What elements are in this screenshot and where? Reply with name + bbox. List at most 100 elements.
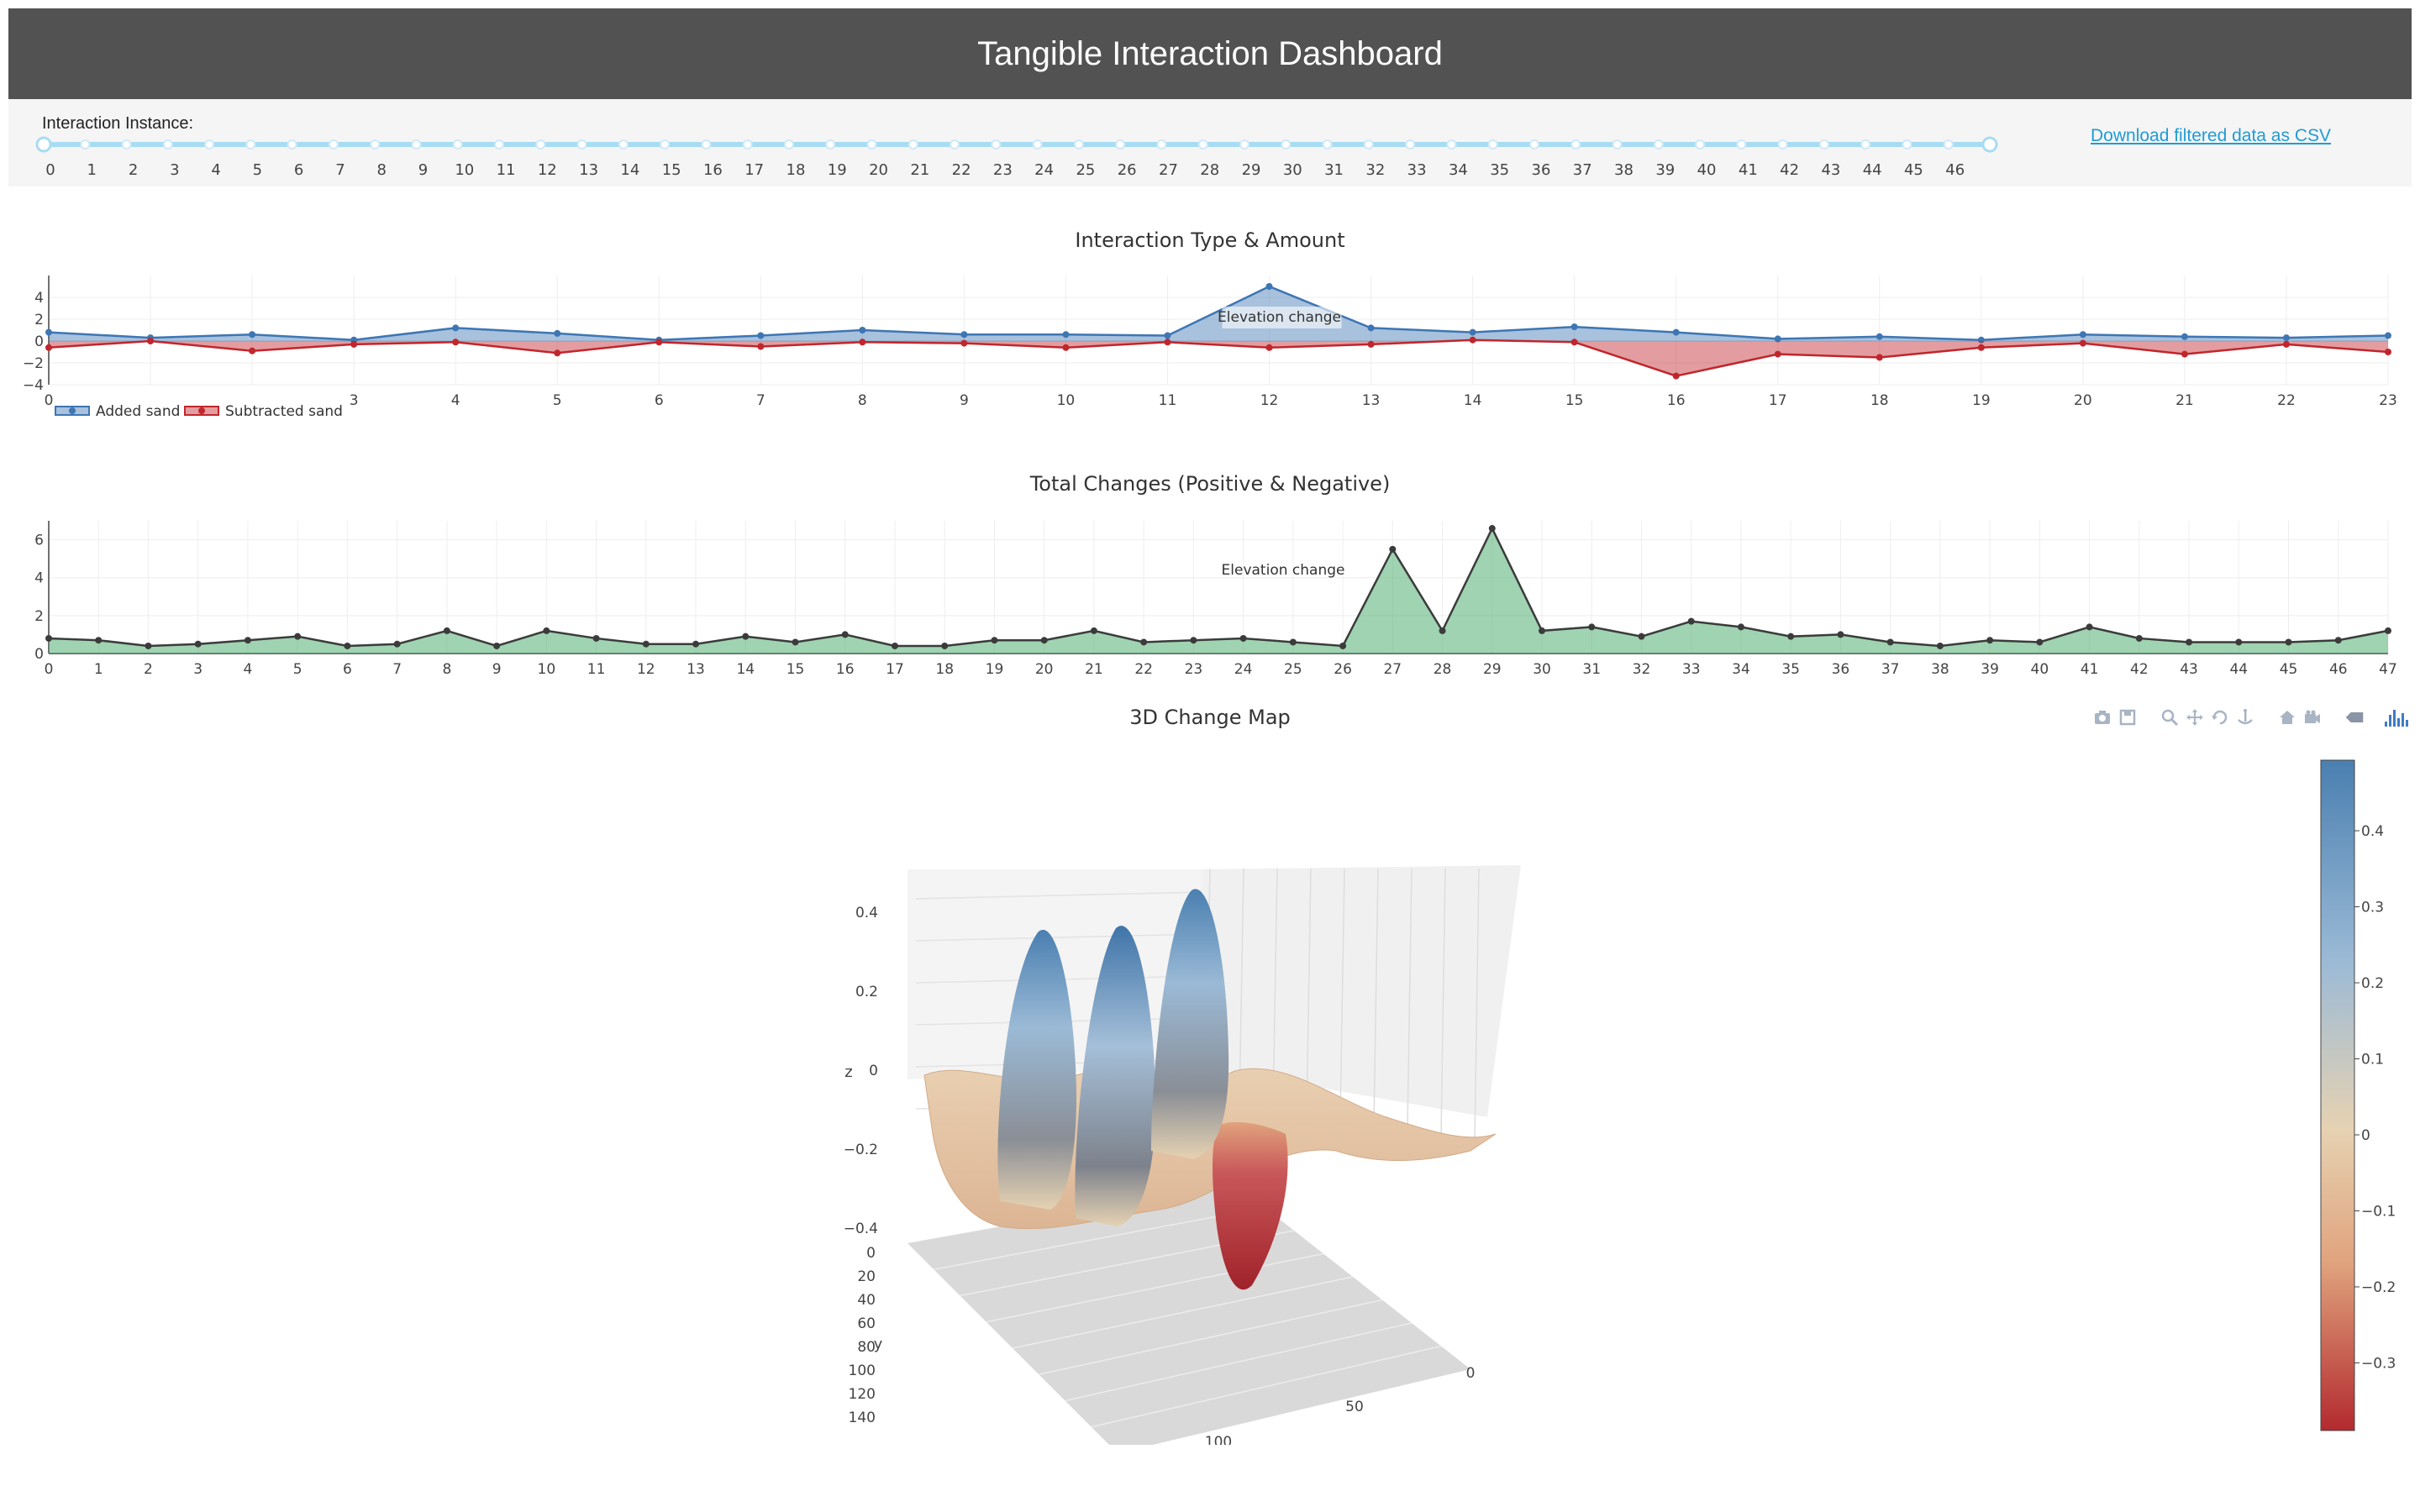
slider-handle-start[interactable] — [35, 136, 52, 153]
camera-view-icon[interactable] — [2302, 707, 2323, 727]
data-point[interactable] — [1265, 344, 1273, 351]
data-point[interactable] — [1787, 633, 1795, 640]
data-point[interactable] — [1190, 637, 1197, 644]
interaction-type-chart[interactable]: 420−2−40 3 4 5 6 7 8 9 10 11 12 13 14 15 16 17 18 19 20 21 2… — [0, 267, 2420, 435]
data-point[interactable] — [1062, 331, 1070, 339]
data-point[interactable] — [2334, 637, 2342, 644]
data-point[interactable] — [1469, 336, 1476, 344]
data-point[interactable] — [742, 633, 750, 640]
data-point[interactable] — [1140, 638, 1148, 646]
data-point[interactable] — [2036, 638, 2044, 646]
data-point[interactable] — [1977, 336, 1985, 344]
data-point[interactable] — [2181, 333, 2188, 340]
hover-tag-icon[interactable] — [2344, 707, 2365, 727]
data-point[interactable] — [1837, 631, 1844, 638]
data-point[interactable] — [1289, 638, 1297, 646]
data-point[interactable] — [792, 638, 799, 646]
slider-handle-end[interactable] — [1981, 136, 1998, 153]
data-point[interactable] — [2385, 349, 2391, 355]
data-point[interactable] — [1737, 623, 1744, 631]
data-point[interactable] — [1588, 623, 1596, 631]
data-point[interactable] — [841, 631, 849, 638]
data-point[interactable] — [859, 327, 866, 333]
data-point[interactable] — [1539, 627, 1546, 634]
data-point[interactable] — [1090, 627, 1097, 634]
data-point[interactable] — [1672, 372, 1680, 380]
data-point[interactable] — [1986, 637, 1994, 644]
data-point[interactable] — [194, 640, 202, 648]
data-point[interactable] — [692, 640, 700, 648]
data-point[interactable] — [493, 642, 501, 649]
data-point[interactable] — [1265, 283, 1273, 290]
data-point[interactable] — [1876, 354, 1883, 361]
data-point[interactable] — [45, 344, 52, 351]
data-point[interactable] — [350, 340, 358, 348]
data-point[interactable] — [642, 640, 650, 648]
home-icon[interactable] — [2277, 707, 2297, 727]
data-point[interactable] — [2086, 623, 2093, 631]
data-point[interactable] — [757, 343, 765, 350]
data-point[interactable] — [960, 331, 968, 339]
download-csv-link[interactable]: Download filtered data as CSV — [2091, 126, 2331, 145]
data-point[interactable] — [294, 633, 302, 640]
data-point[interactable] — [1876, 333, 1883, 340]
data-point[interactable] — [2135, 634, 2143, 642]
data-point[interactable] — [891, 642, 898, 649]
data-point[interactable] — [1687, 617, 1695, 625]
data-point[interactable] — [393, 640, 401, 648]
data-point[interactable] — [452, 324, 460, 332]
data-point[interactable] — [991, 637, 998, 644]
data-point[interactable] — [249, 331, 256, 339]
data-point[interactable] — [1936, 642, 1944, 649]
data-point[interactable] — [543, 627, 550, 634]
data-point[interactable] — [1638, 633, 1645, 640]
data-point[interactable] — [1570, 339, 1578, 346]
data-point[interactable] — [655, 339, 663, 346]
data-point[interactable] — [960, 339, 968, 347]
data-point[interactable] — [2385, 332, 2391, 339]
camera-icon[interactable] — [2092, 707, 2112, 727]
data-point[interactable] — [2235, 638, 2243, 646]
orbit-rotate-icon[interactable] — [2210, 707, 2230, 727]
data-point[interactable] — [859, 339, 866, 346]
data-point[interactable] — [145, 642, 152, 649]
data-point[interactable] — [941, 642, 949, 649]
data-point[interactable] — [452, 339, 460, 346]
data-point[interactable] — [95, 637, 103, 644]
data-point[interactable] — [592, 634, 600, 642]
data-point[interactable] — [2282, 334, 2290, 342]
pan-icon[interactable] — [2185, 707, 2205, 727]
data-point[interactable] — [2285, 638, 2292, 646]
data-point[interactable] — [1488, 525, 1496, 533]
data-point[interactable] — [1570, 323, 1578, 331]
data-point[interactable] — [1367, 340, 1375, 348]
data-point[interactable] — [249, 347, 256, 354]
data-point[interactable] — [1389, 545, 1397, 553]
data-point[interactable] — [45, 328, 52, 336]
save-icon[interactable] — [2118, 707, 2138, 727]
data-point[interactable] — [1367, 324, 1375, 332]
data-point[interactable] — [1239, 634, 1247, 642]
data-point[interactable] — [2079, 339, 2086, 347]
data-point[interactable] — [147, 338, 155, 344]
data-point[interactable] — [244, 637, 251, 644]
data-point[interactable] — [1339, 642, 1347, 649]
data-point[interactable] — [1062, 344, 1070, 351]
data-point[interactable] — [757, 332, 765, 339]
data-point[interactable] — [1886, 638, 1894, 646]
data-point[interactable] — [554, 329, 561, 337]
data-point[interactable] — [1774, 350, 1781, 358]
zoom-icon[interactable] — [2160, 707, 2180, 727]
change-map-3d-plot[interactable]: 0.4 0.2 0 −0.2 −0.4 z 0 20 40 60 80 100 120 140 y 0 50 10… — [798, 848, 1555, 1445]
data-point[interactable] — [1164, 332, 1171, 339]
plotly-logo-icon[interactable] — [2385, 707, 2408, 727]
data-point[interactable] — [443, 627, 450, 634]
data-point[interactable] — [554, 349, 561, 357]
data-point[interactable] — [1977, 344, 1985, 351]
data-point[interactable] — [1774, 335, 1781, 343]
data-point[interactable] — [45, 634, 52, 642]
data-point[interactable] — [1672, 328, 1680, 336]
interaction-range-slider[interactable]: 0 1 2 3 4 5 6 7 8 9 10 11 12 13 14 15 16 17 18 19 20 21 22 23 24… — [8, 99, 2412, 186]
data-point[interactable] — [2079, 331, 2086, 339]
